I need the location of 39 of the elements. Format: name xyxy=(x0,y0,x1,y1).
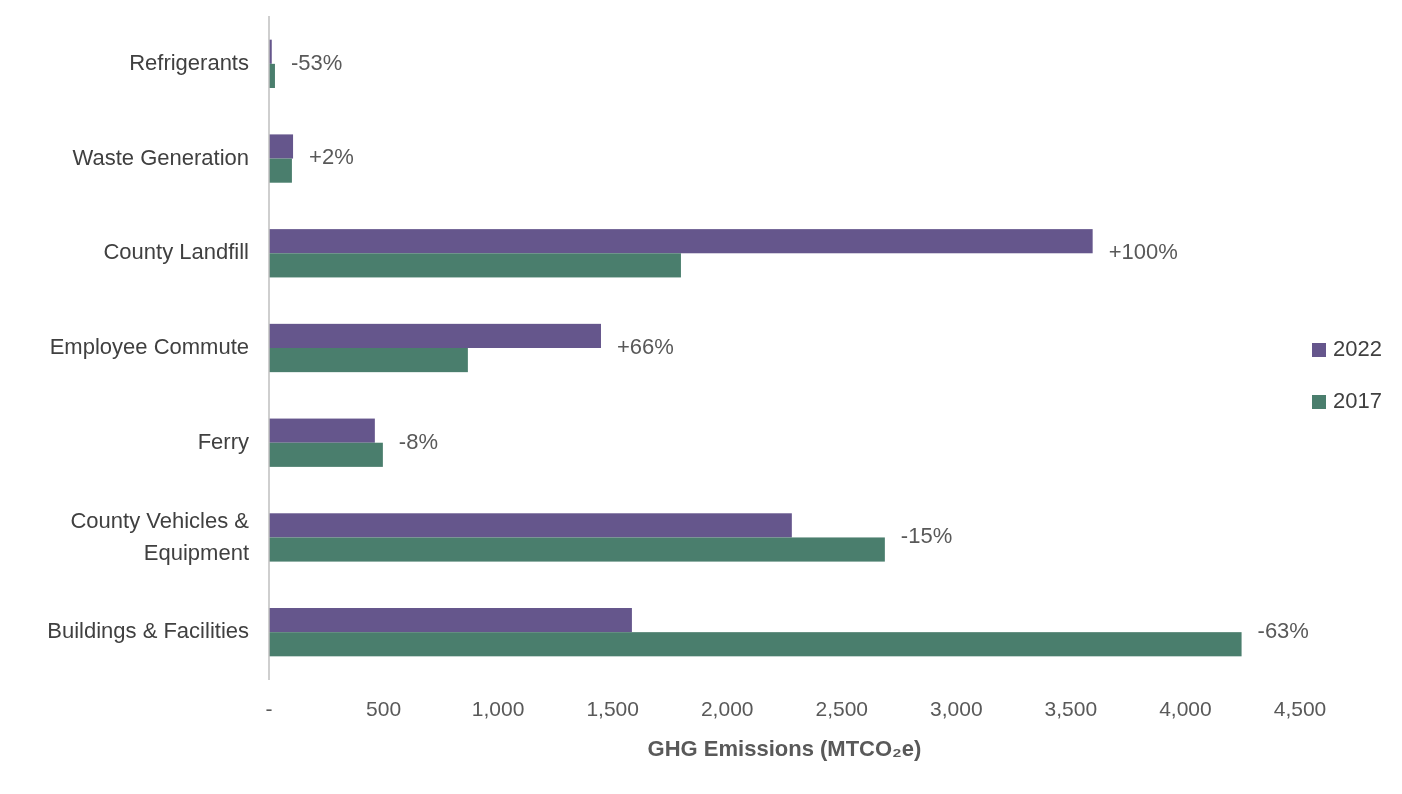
annotation: -63% xyxy=(1257,617,1309,643)
y-tick-label: County Vehicles & Equipment xyxy=(70,508,250,566)
legend-label: 2022 xyxy=(1333,335,1382,361)
x-tick-label: 3,000 xyxy=(930,697,983,720)
bar xyxy=(269,229,1093,254)
annotation: -8% xyxy=(398,428,438,454)
bar xyxy=(269,134,294,159)
x-tick-label: 3,500 xyxy=(1044,697,1098,720)
bar xyxy=(269,323,601,348)
x-tick-label: 2,500 xyxy=(815,697,869,720)
y-tick-label: Refrigerants xyxy=(129,49,249,75)
bar xyxy=(269,253,681,278)
x-tick-label: 500 xyxy=(366,697,402,720)
annotation: +2% xyxy=(309,144,354,170)
x-tick-label: 4,000 xyxy=(1159,697,1212,720)
annotation: -53% xyxy=(290,49,343,75)
y-tick-label: Ferry xyxy=(197,428,249,454)
y-tick-label: Buildings & Facilities xyxy=(47,617,249,643)
bar xyxy=(269,418,375,443)
bar xyxy=(269,442,383,467)
bar xyxy=(269,513,792,538)
x-tick-label: 2,000 xyxy=(700,697,754,720)
x-tick-label: 1,000 xyxy=(471,697,525,720)
y-tick-label: Waste Generation xyxy=(72,144,249,170)
legend-label: 2017 xyxy=(1333,387,1382,413)
y-tick-label: County Landfill xyxy=(103,239,249,265)
bar xyxy=(269,537,885,562)
x-tick-label: 4,500 xyxy=(1273,697,1327,720)
bar xyxy=(269,632,1242,657)
bar xyxy=(269,158,292,183)
annotation: +100% xyxy=(1108,239,1178,265)
bar xyxy=(269,608,632,633)
y-tick-label: Employee Commute xyxy=(49,333,249,359)
x-tick-label: - xyxy=(265,697,273,720)
annotation: -15% xyxy=(900,523,953,549)
x-axis-title: GHG Emissions (MTCO₂e) xyxy=(647,736,922,761)
x-tick-label: 1,500 xyxy=(586,697,639,720)
annotation: +66% xyxy=(616,333,674,359)
bar xyxy=(269,348,468,373)
